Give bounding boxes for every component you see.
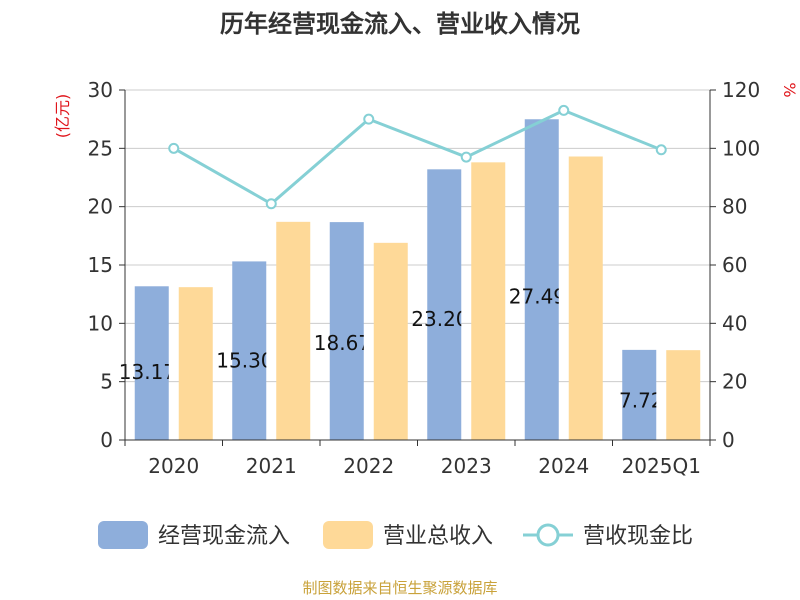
legend-label: 营业总收入 <box>383 524 493 549</box>
y-right-tick-label: 40 <box>722 311 747 335</box>
y-right-tick-label: 60 <box>722 253 747 277</box>
legend-swatch-operating-cash-inflow <box>98 521 148 549</box>
data-label: 7.725 <box>619 388 676 412</box>
y-right-tick-label: 80 <box>722 195 747 219</box>
bar-operating-cash-inflow <box>134 286 169 440</box>
bar-operating-cash-inflow <box>622 349 657 440</box>
y-left-tick-label: 20 <box>88 195 113 219</box>
bar-operating-cash-inflow <box>524 119 559 440</box>
y-right-tick-label: 100 <box>722 136 760 160</box>
y-right-tick-label: 120 <box>722 78 760 102</box>
y-left-tick-label: 10 <box>88 311 113 335</box>
y-left-tick-label: 30 <box>88 78 113 102</box>
x-tick-label: 2023 <box>441 454 492 478</box>
y-left-tick-label: 5 <box>100 370 113 394</box>
axes-layer: 0 5 10 15 20 25 30 0 20 40 60 80 100 120 2020 2021 2022 2… <box>88 78 761 478</box>
bar-operating-cash-inflow <box>232 261 267 440</box>
line-layer <box>168 104 667 210</box>
ratio-point <box>558 104 570 116</box>
x-tick-label: 2022 <box>343 454 394 478</box>
bar-total-revenue <box>568 156 603 440</box>
bar-operating-cash-inflow <box>329 222 364 440</box>
y-right-tick-label: 0 <box>722 428 735 452</box>
ratio-point <box>265 198 277 210</box>
grid-layer <box>125 89 710 383</box>
ratio-point <box>655 144 667 156</box>
x-tick-label: 2024 <box>538 454 589 478</box>
ratio-point <box>363 113 375 125</box>
legend: 经营现金流入 营业总收入 营收现金比 <box>98 521 693 549</box>
bar-total-revenue <box>373 242 408 440</box>
x-tick-label: 2021 <box>246 454 297 478</box>
bar-operating-cash-inflow <box>427 169 462 441</box>
y-left-tick-label: 0 <box>100 428 113 452</box>
legend-label: 营收现金比 <box>583 524 693 549</box>
data-label: 27.492 <box>509 285 579 309</box>
ratio-point <box>460 151 472 163</box>
x-tick-label: 2025Q1 <box>622 454 701 478</box>
chart-title: 历年经营现金流入、营业收入情况 <box>220 10 580 38</box>
ratio-line <box>173 108 662 206</box>
y-right-tick-label: 20 <box>722 370 747 394</box>
data-label: 15.308 <box>216 349 286 373</box>
y-left-tick-label: 25 <box>88 136 113 160</box>
ratio-point <box>168 142 180 154</box>
y-left-axis-label: (亿元) <box>53 94 72 139</box>
labels-layer: 13.176 15.308 18.676 23.201 27.492 7.725 <box>119 285 676 413</box>
data-label: 13.176 <box>119 360 189 384</box>
y-right-axis-label: % <box>780 82 799 97</box>
bars-layer <box>134 119 701 441</box>
legend-marker-ratio <box>536 523 560 547</box>
data-label: 18.676 <box>314 331 384 355</box>
x-tick-label: 2020 <box>148 454 199 478</box>
data-label: 23.201 <box>411 307 481 331</box>
bar-total-revenue <box>178 287 213 440</box>
source-note: 制图数据来自恒生聚源数据库 <box>302 579 497 597</box>
bar-total-revenue <box>276 221 311 440</box>
legend-swatch-total-revenue <box>323 521 373 549</box>
y-left-tick-label: 15 <box>88 253 113 277</box>
legend-label: 经营现金流入 <box>158 524 290 549</box>
bar-total-revenue <box>666 350 701 440</box>
bar-total-revenue <box>471 162 506 441</box>
